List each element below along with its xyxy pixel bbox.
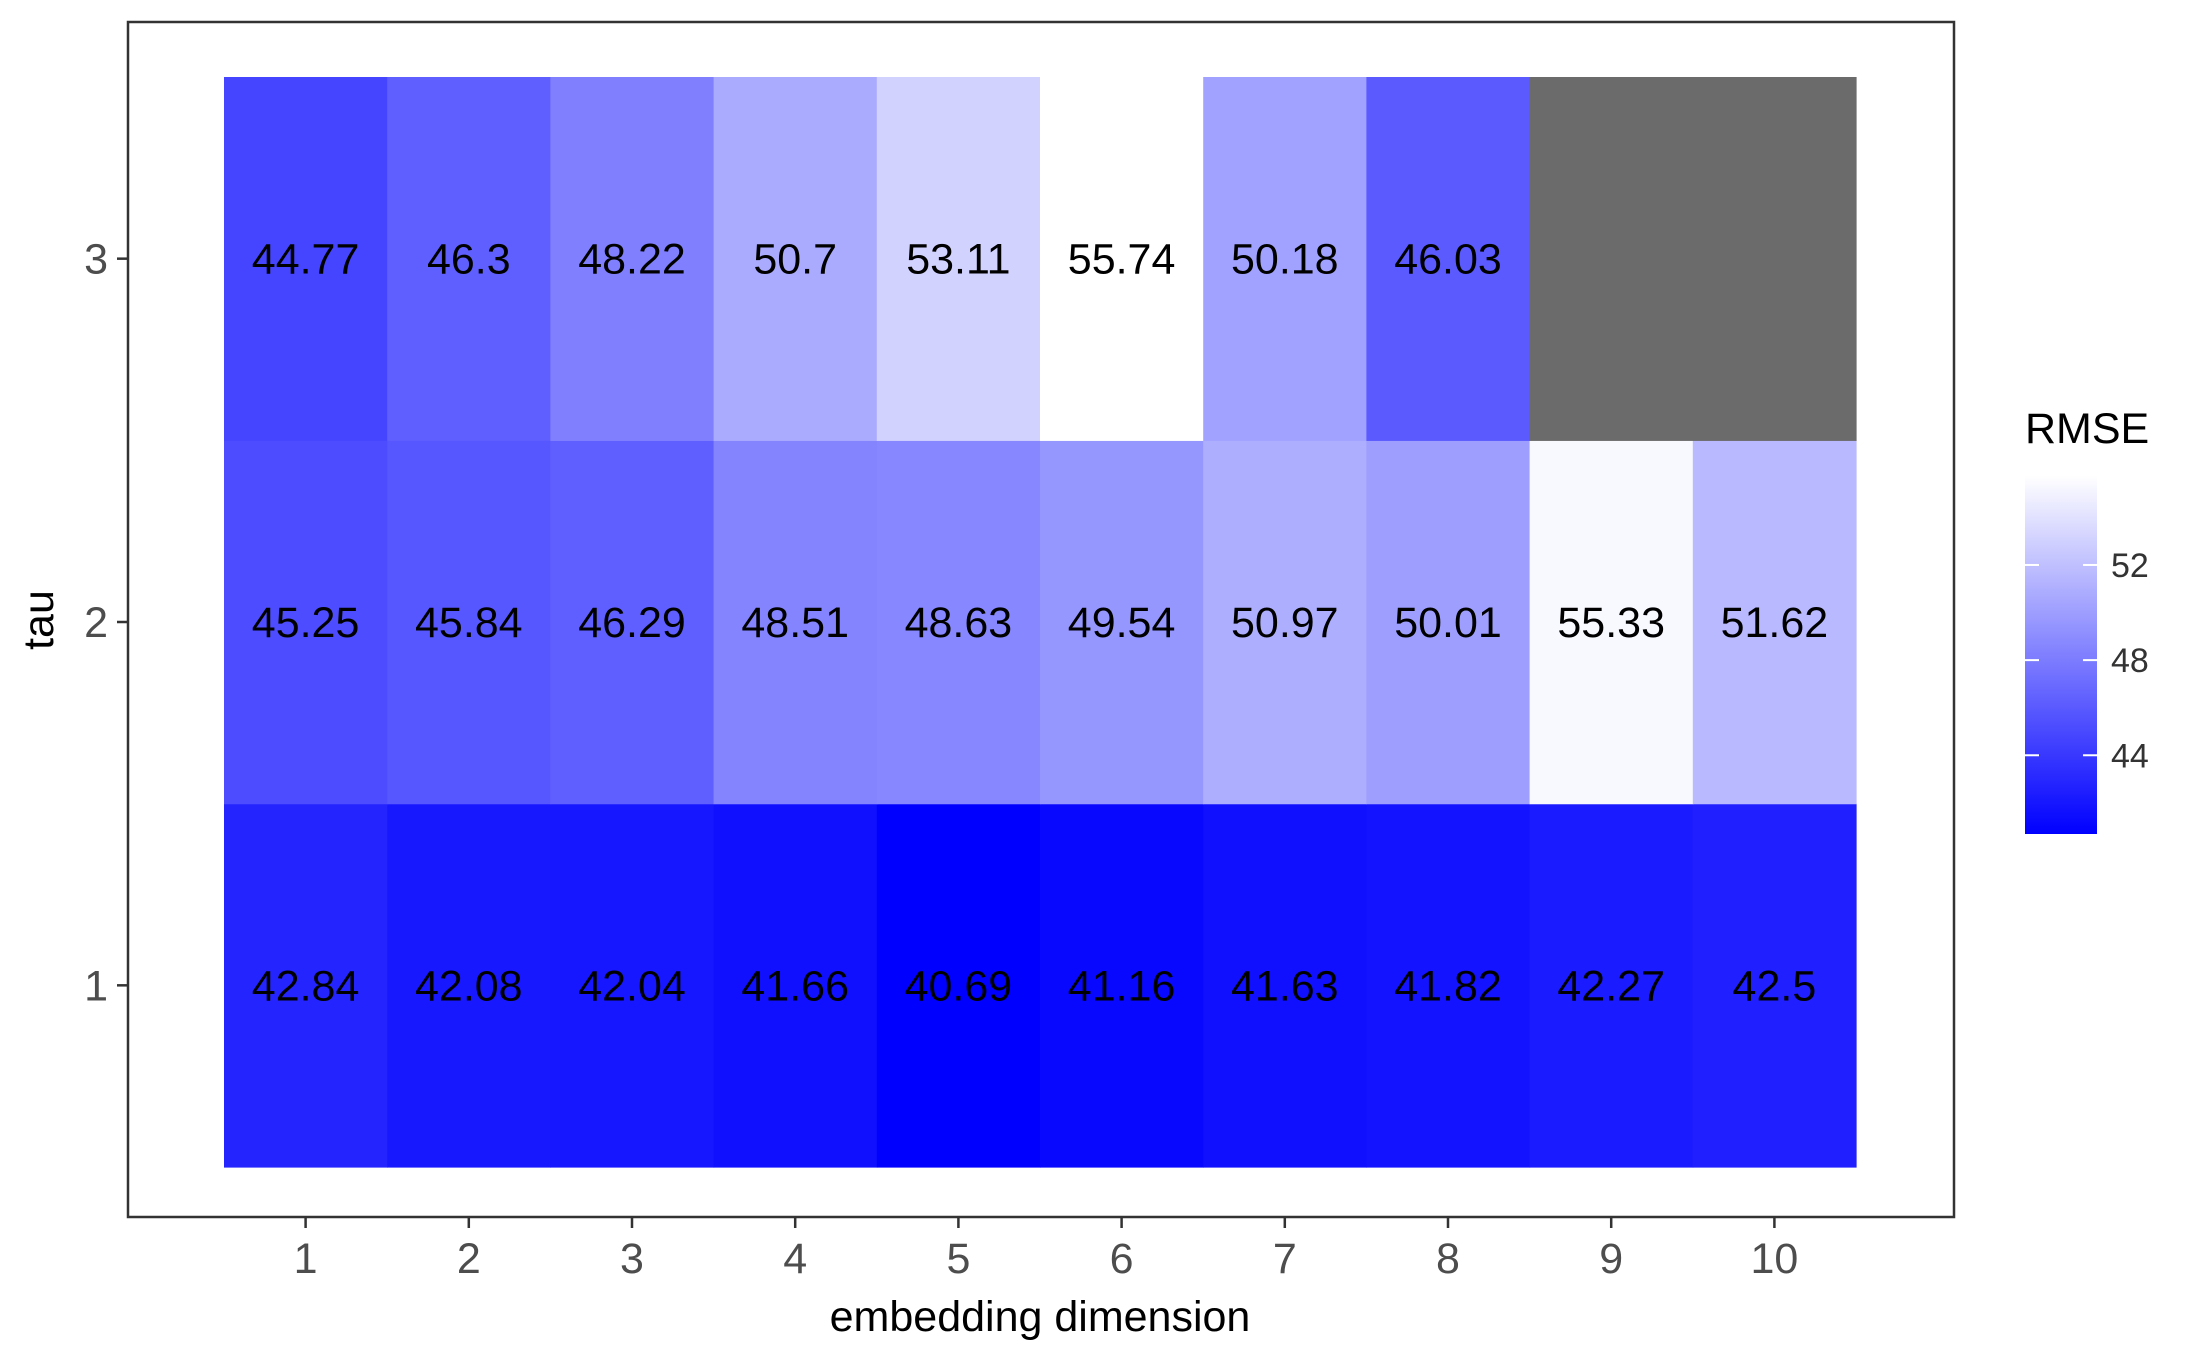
heatmap-cell-tau2-dim6 xyxy=(1040,440,1204,805)
cell-label-tau3-dim4: 50.7 xyxy=(753,236,837,284)
x-axis: 1 2 3 4 5 6 7 8 9 10 xyxy=(294,1217,1798,1283)
x-tick-label: 6 xyxy=(1110,1235,1134,1283)
x-axis-title: embedding dimension xyxy=(830,1293,1251,1341)
y-tick-label: 1 xyxy=(84,962,108,1010)
x-tick-label: 7 xyxy=(1273,1235,1297,1283)
cell-label-tau2-dim6: 49.54 xyxy=(1068,599,1176,647)
y-axis: 1 2 3 xyxy=(84,236,128,1010)
cell-label-tau3-dim1: 44.77 xyxy=(252,236,360,284)
y-axis-title: tau xyxy=(15,590,63,650)
cell-label-tau3-dim8: 46.03 xyxy=(1394,236,1502,284)
cell-label-tau2-dim7: 50.97 xyxy=(1231,599,1339,647)
x-tick-label: 4 xyxy=(783,1235,807,1283)
cell-label-tau3-dim6: 55.74 xyxy=(1068,236,1176,284)
legend-ticks: 44 48 52 xyxy=(2025,547,2149,775)
heatmap-cell-tau1-dim6 xyxy=(1040,803,1204,1168)
legend-tick-label: 48 xyxy=(2111,642,2149,680)
heatmap-cell-tau2-dim8 xyxy=(1366,440,1531,805)
x-tick-label: 10 xyxy=(1750,1235,1798,1283)
cell-label-tau1-dim9: 42.27 xyxy=(1557,962,1665,1010)
cell-label-tau3-dim5: 53.11 xyxy=(906,236,1010,284)
cell-label-tau2-dim4: 48.51 xyxy=(741,599,849,647)
legend-tick-label: 52 xyxy=(2111,547,2149,585)
cell-label-tau3-dim7: 50.18 xyxy=(1231,236,1339,284)
heatmap-cell-tau1-dim4 xyxy=(713,803,878,1168)
x-tick-label: 1 xyxy=(294,1235,318,1283)
legend-colorbar xyxy=(2025,476,2097,834)
cell-label-tau1-dim10: 42.5 xyxy=(1733,962,1817,1010)
y-tick-label: 2 xyxy=(84,599,108,647)
cell-label-tau2-dim3: 46.29 xyxy=(578,599,686,647)
heatmap-cell-tau3-dim6 xyxy=(1040,77,1204,441)
x-tick-label: 9 xyxy=(1599,1235,1623,1283)
cell-label-tau3-dim3: 48.22 xyxy=(578,236,686,284)
heatmap-cell-tau3-dim1 xyxy=(224,77,388,441)
cell-label-tau2-dim9: 55.33 xyxy=(1557,599,1665,647)
cell-label-tau1-dim8: 41.82 xyxy=(1394,962,1502,1010)
x-tick-label: 3 xyxy=(620,1235,644,1283)
heatmap-cell-tau1-dim8 xyxy=(1366,803,1531,1168)
cell-label-tau2-dim2: 45.84 xyxy=(415,599,523,647)
heatmap-cell-tau3-dim7 xyxy=(1203,77,1367,441)
cell-label-tau2-dim10: 51.62 xyxy=(1721,599,1829,647)
cell-label-tau1-dim1: 42.84 xyxy=(252,962,360,1010)
cell-label-tau2-dim8: 50.01 xyxy=(1394,599,1502,647)
heatmap-cell-tau3-dim8 xyxy=(1366,77,1531,441)
heatmap-cell-tau1-dim5 xyxy=(876,803,1041,1168)
heatmap-cell-tau2-dim7 xyxy=(1203,440,1367,805)
x-tick-label: 2 xyxy=(457,1235,481,1283)
heatmap-cells xyxy=(224,77,1857,1168)
cell-label-tau1-dim7: 41.63 xyxy=(1231,962,1339,1010)
cell-label-tau1-dim6: 41.16 xyxy=(1068,962,1176,1010)
heatmap-cell-tau1-dim1 xyxy=(224,803,388,1168)
legend-title: RMSE xyxy=(2025,405,2149,453)
heatmap-cell-tau2-dim9 xyxy=(1529,440,1694,805)
heatmap-cell-tau2-dim1 xyxy=(224,440,388,805)
heatmap-cell-tau1-dim7 xyxy=(1203,803,1367,1168)
heatmap-cell-tau1-dim2 xyxy=(387,803,551,1168)
x-tick-label: 5 xyxy=(946,1235,970,1283)
y-tick-label: 3 xyxy=(84,236,108,284)
heatmap-cell-tau2-dim5 xyxy=(876,440,1041,805)
heatmap-cell-tau3-dim5 xyxy=(876,77,1041,441)
heatmap-cell-tau1-dim10 xyxy=(1692,803,1857,1168)
cell-label-tau1-dim3: 42.04 xyxy=(578,962,686,1010)
heatmap-cell-tau2-dim2 xyxy=(387,440,551,805)
heatmap-cell-tau3-dim9 xyxy=(1529,77,1694,441)
cell-label-tau3-dim2: 46.3 xyxy=(427,236,511,284)
cell-label-tau2-dim5: 48.63 xyxy=(905,599,1013,647)
heatmap-cell-tau1-dim3 xyxy=(550,803,715,1168)
cell-label-tau1-dim5: 40.69 xyxy=(905,962,1013,1010)
heatmap-cell-tau2-dim4 xyxy=(713,440,878,805)
heatmap-cell-tau3-dim10 xyxy=(1692,77,1857,441)
cell-label-tau2-dim1: 45.25 xyxy=(252,599,360,647)
heatmap-cell-tau3-dim4 xyxy=(713,77,878,441)
color-legend: RMSE 44 48 52 xyxy=(2025,405,2149,834)
heatmap-cell-tau2-dim10 xyxy=(1692,440,1857,805)
legend-tick-label: 44 xyxy=(2111,737,2149,775)
heatmap-cell-tau1-dim9 xyxy=(1529,803,1694,1168)
x-tick-label: 8 xyxy=(1436,1235,1460,1283)
cell-label-tau1-dim2: 42.08 xyxy=(415,962,523,1010)
heatmap-cell-tau2-dim3 xyxy=(550,440,715,805)
heatmap-cell-tau3-dim3 xyxy=(550,77,715,441)
heatmap-cell-tau3-dim2 xyxy=(387,77,551,441)
heatmap-cell-labels: 42.84 42.08 42.04 41.66 40.69 41.16 41.63 41.82… xyxy=(252,236,1828,1011)
cell-label-tau1-dim4: 41.66 xyxy=(741,962,849,1010)
